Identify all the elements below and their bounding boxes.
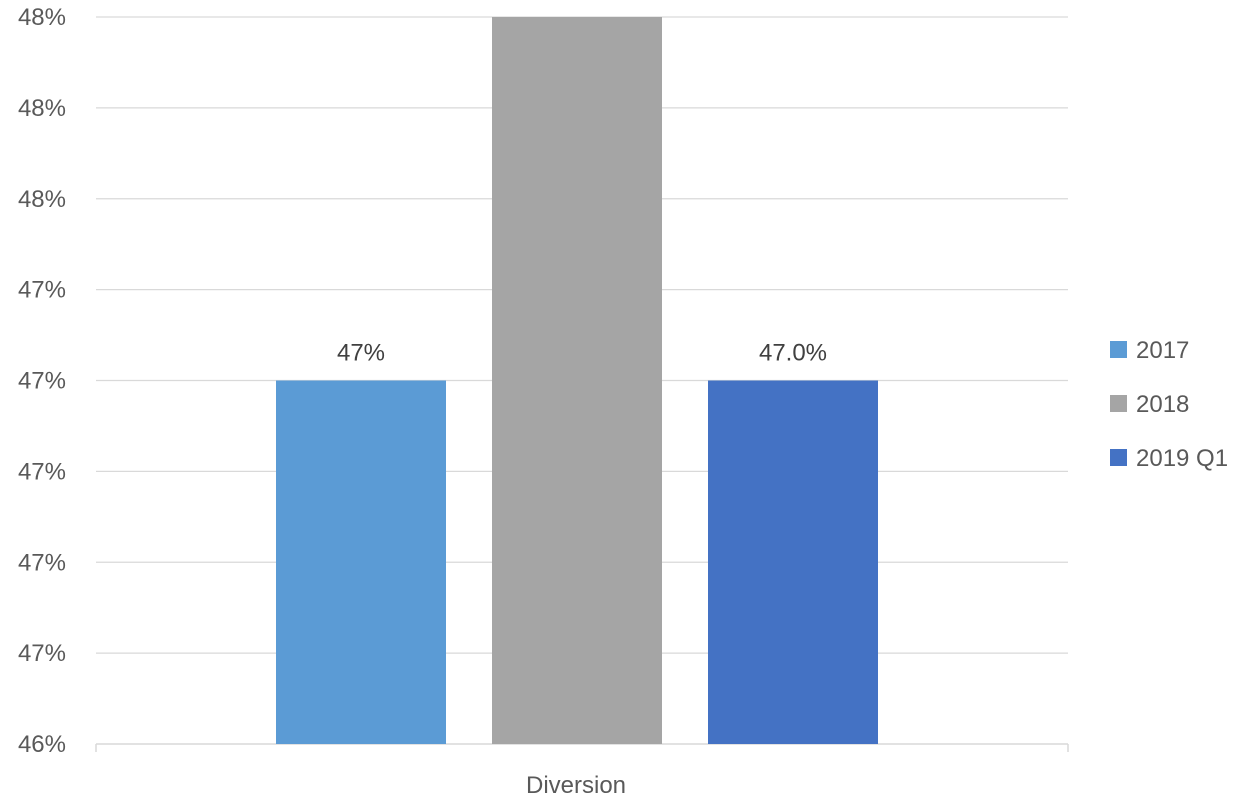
data-label: 47.0% bbox=[759, 340, 827, 367]
y-tick-label: 48% bbox=[18, 186, 66, 213]
legend-label: 2017 bbox=[1136, 337, 1189, 364]
x-tick-label: Diversion bbox=[526, 772, 626, 799]
legend-label: 2018 bbox=[1136, 391, 1189, 418]
legend-label: 2019 Q1 bbox=[1136, 445, 1228, 472]
y-tick-label: 47% bbox=[18, 277, 66, 304]
y-tick-label: 46% bbox=[18, 731, 66, 758]
bar-2018 bbox=[492, 17, 662, 744]
y-tick-label: 47% bbox=[18, 640, 66, 667]
y-tick-label: 47% bbox=[18, 458, 66, 485]
y-tick-label: 48% bbox=[18, 95, 66, 122]
bar-2017 bbox=[276, 380, 446, 744]
y-tick-label: 48% bbox=[18, 4, 66, 31]
legend-swatch bbox=[1110, 449, 1127, 466]
bar-2019-q1 bbox=[708, 380, 878, 744]
y-axis: 46% 47% 47% 47% 47% 47% 48% 48% 48% bbox=[18, 4, 66, 758]
x-axis: Diversion bbox=[526, 772, 626, 799]
y-tick-label: 47% bbox=[18, 368, 66, 395]
data-label: 48.0% bbox=[543, 0, 611, 3]
bar-series bbox=[276, 17, 878, 744]
data-labels: 47% 48.0% 47.0% bbox=[337, 0, 827, 367]
data-label: 47% bbox=[337, 340, 385, 367]
y-tick-label: 47% bbox=[18, 549, 66, 576]
legend-swatch bbox=[1110, 395, 1127, 412]
legend-swatch bbox=[1110, 341, 1127, 358]
legend: 2017 2018 2019 Q1 bbox=[1110, 337, 1228, 472]
